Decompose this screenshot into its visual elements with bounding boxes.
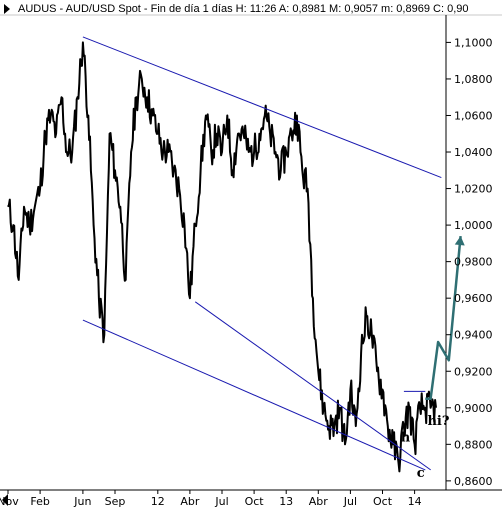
price-series — [7, 41, 437, 473]
y-tick-label: 0,8800 — [454, 438, 493, 451]
price-line — [7, 41, 437, 473]
trendline-1 — [82, 36, 442, 179]
header-bar — [0, 0, 502, 15]
y-axis-ticks: 1,1000 1,0800 1,0600 1,0400 1,0200 1,0000 0,98… — [446, 36, 493, 488]
x-tick-label: Jul — [214, 495, 228, 508]
x-tick-label: Feb — [30, 495, 49, 508]
y-tick-label: 1,0600 — [454, 109, 493, 122]
annotation-3: hi? — [427, 414, 449, 429]
collapse-triangle-icon[interactable] — [4, 4, 10, 14]
y-tick-label: 1,0200 — [454, 183, 493, 196]
y-tick-label: 0,9400 — [454, 329, 493, 342]
x-tick-label: Abr — [309, 495, 329, 508]
projection — [425, 235, 465, 400]
annotations: h c hi? — [401, 414, 450, 481]
x-tick-label: Oct — [373, 495, 393, 508]
y-tick-label: 0,8600 — [454, 475, 493, 488]
x-tick-label: Oct — [245, 495, 265, 508]
y-tick-label: 0,9600 — [454, 292, 493, 305]
x-tick-label: Jun — [73, 495, 91, 508]
x-tick-label: Sep — [105, 495, 126, 508]
y-tick-label: 1,0400 — [454, 146, 493, 159]
x-tick-label: Abr — [180, 495, 200, 508]
trendline-2 — [82, 319, 426, 471]
header-title: AUDUS - AUD/USD Spot - Fin de día 1 días… — [18, 3, 468, 15]
x-tick-label: Jul — [343, 495, 357, 508]
y-tick-label: 0,9800 — [454, 256, 493, 269]
x-tick-label: 12 — [151, 495, 165, 508]
projection-path — [425, 235, 462, 400]
y-tick-label: 1,1000 — [454, 36, 493, 49]
y-tick-label: 0,9000 — [454, 402, 493, 415]
x-tick-label: 13 — [279, 495, 293, 508]
x-tick-label: Nov — [0, 495, 19, 508]
y-tick-label: 1,0800 — [454, 73, 493, 86]
projection-arrowhead — [454, 236, 465, 246]
annotation-1: h — [401, 431, 411, 446]
x-axis-ticks: Nov Feb Jun Sep 12 Abr Jul Oct 13 Abr Jul Oct 14 — [0, 490, 422, 508]
annotation-2: c — [417, 466, 425, 481]
scroll-left-icon[interactable] — [2, 494, 8, 506]
trendline-3 — [194, 301, 431, 471]
x-tick-label: 14 — [408, 495, 422, 508]
trendlines — [82, 36, 442, 471]
y-tick-label: 1,0000 — [454, 219, 493, 232]
y-tick-label: 0,9200 — [454, 365, 493, 378]
